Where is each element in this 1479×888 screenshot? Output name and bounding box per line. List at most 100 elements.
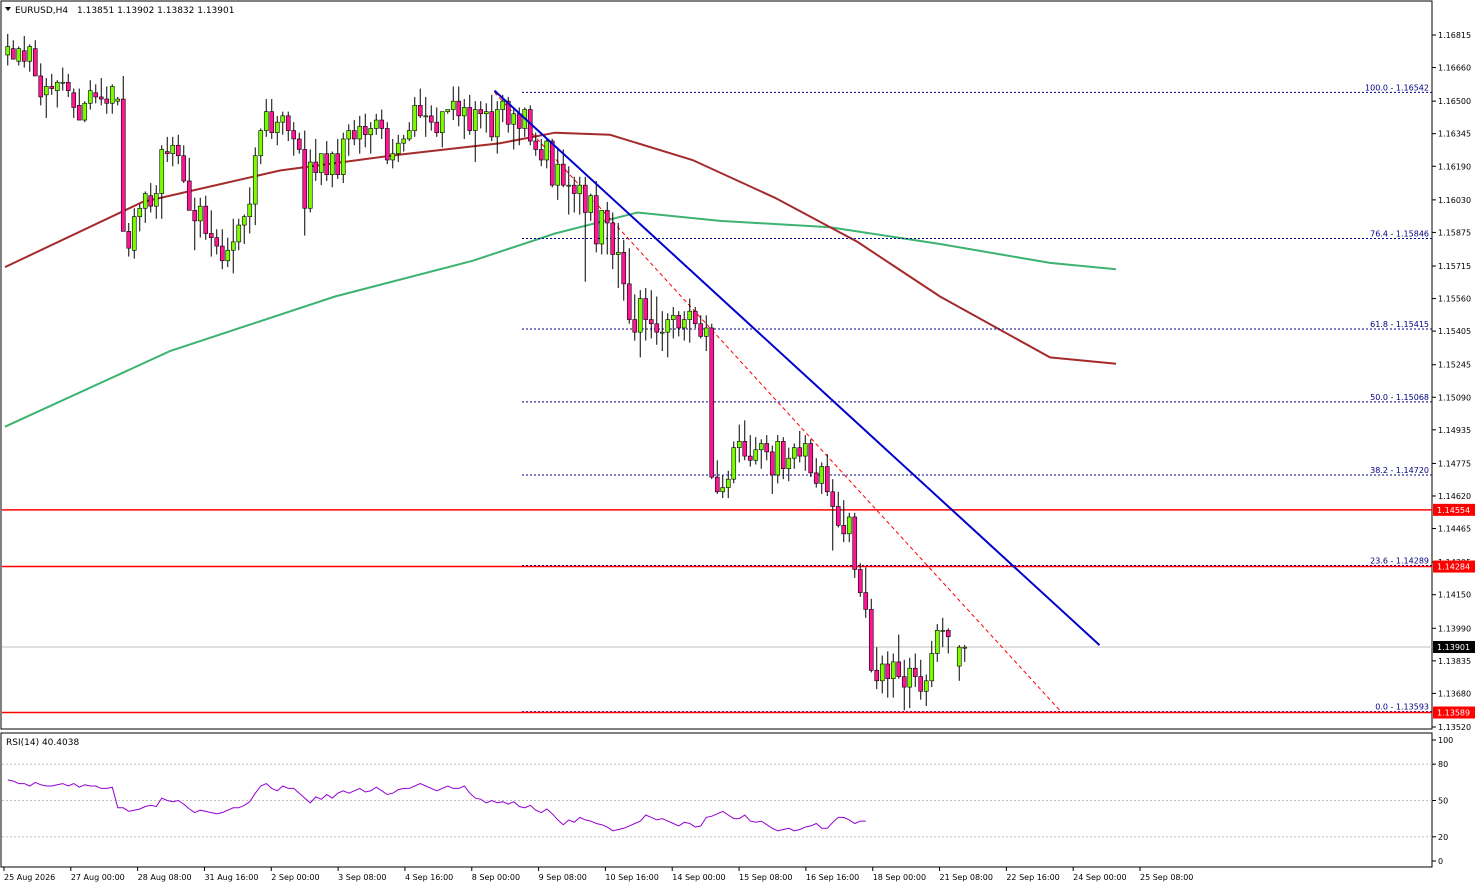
- candle-body[interactable]: [725, 478, 731, 488]
- candle-body[interactable]: [808, 443, 814, 474]
- candle-body[interactable]: [742, 441, 748, 457]
- candle-body[interactable]: [698, 323, 704, 337]
- candle-body[interactable]: [852, 516, 858, 570]
- candle-body[interactable]: [38, 75, 44, 98]
- candle-body[interactable]: [907, 667, 913, 688]
- candle-body[interactable]: [483, 111, 489, 115]
- candle-body[interactable]: [362, 126, 368, 136]
- candle-body[interactable]: [274, 121, 280, 133]
- candle-body[interactable]: [60, 81, 66, 84]
- candle-body[interactable]: [241, 216, 247, 226]
- candle-body[interactable]: [868, 609, 874, 671]
- candle-body[interactable]: [115, 98, 121, 102]
- candle-body[interactable]: [621, 252, 627, 285]
- candle-body[interactable]: [247, 203, 253, 217]
- candle-body[interactable]: [670, 315, 676, 320]
- candle-body[interactable]: [505, 100, 511, 125]
- candle-body[interactable]: [753, 449, 759, 461]
- candle-body[interactable]: [890, 661, 896, 679]
- candle-body[interactable]: [720, 487, 726, 493]
- candle-body[interactable]: [258, 130, 264, 157]
- current-price-tag[interactable]: [1433, 640, 1475, 653]
- candle-body[interactable]: [709, 327, 715, 478]
- candle-body[interactable]: [434, 121, 440, 133]
- candle-body[interactable]: [472, 109, 478, 131]
- support-price-tag[interactable]: [1433, 503, 1475, 516]
- candle-body[interactable]: [879, 663, 885, 682]
- candle-body[interactable]: [208, 233, 214, 238]
- candle-body[interactable]: [478, 109, 484, 115]
- candle-body[interactable]: [170, 144, 176, 154]
- candle-body[interactable]: [302, 149, 308, 209]
- time-axis[interactable]: 25 Aug 2026 27 Aug 00:00 28 Aug 08:00 31 Au…: [3, 867, 1193, 882]
- candle-body[interactable]: [214, 237, 220, 247]
- price-axis[interactable]: 1.16815 1.16660 1.16500 1.16345 1.16190 1.160…: [1432, 31, 1475, 732]
- candle-body[interactable]: [681, 319, 687, 329]
- candle-body[interactable]: [467, 107, 473, 131]
- candle-body[interactable]: [104, 98, 110, 104]
- candle-body[interactable]: [307, 161, 313, 209]
- candle-body[interactable]: [599, 210, 605, 245]
- candle-body[interactable]: [71, 92, 77, 108]
- candle-body[interactable]: [582, 184, 588, 213]
- candle-body[interactable]: [54, 81, 60, 91]
- candle-body[interactable]: [654, 323, 660, 333]
- candle-body[interactable]: [445, 109, 451, 112]
- candle-body[interactable]: [665, 319, 671, 333]
- candle-body[interactable]: [357, 126, 363, 140]
- candle-body[interactable]: [632, 319, 638, 333]
- candle-body[interactable]: [648, 319, 654, 325]
- candle-body[interactable]: [819, 466, 825, 484]
- candle-body[interactable]: [137, 207, 143, 217]
- candle-body[interactable]: [379, 119, 385, 129]
- candle-body[interactable]: [687, 310, 693, 320]
- candle-body[interactable]: [555, 163, 561, 186]
- candle-body[interactable]: [731, 447, 737, 480]
- candle-body[interactable]: [252, 155, 258, 205]
- candle-body[interactable]: [901, 676, 907, 688]
- candle-body[interactable]: [962, 646, 968, 649]
- candle-body[interactable]: [461, 107, 467, 117]
- candle-body[interactable]: [940, 630, 946, 632]
- candle-body[interactable]: [340, 138, 346, 175]
- candle-body[interactable]: [27, 46, 33, 62]
- candle-body[interactable]: [934, 630, 940, 654]
- candle-body[interactable]: [797, 447, 803, 457]
- support-price-tag[interactable]: [1433, 560, 1475, 573]
- candle-body[interactable]: [21, 50, 27, 62]
- candle-body[interactable]: [225, 249, 231, 262]
- candle-body[interactable]: [830, 491, 836, 507]
- candle-body[interactable]: [780, 441, 786, 469]
- candle-body[interactable]: [203, 205, 209, 234]
- candle-body[interactable]: [874, 669, 880, 682]
- candle-body[interactable]: [775, 441, 781, 476]
- candle-body[interactable]: [802, 443, 808, 457]
- candle-body[interactable]: [533, 140, 539, 150]
- candle-body[interactable]: [841, 525, 847, 535]
- candle-body[interactable]: [577, 184, 583, 194]
- candle-body[interactable]: [835, 506, 841, 526]
- candle-body[interactable]: [863, 592, 869, 610]
- candle-body[interactable]: [10, 48, 16, 60]
- candle-body[interactable]: [219, 245, 225, 262]
- candle-body[interactable]: [538, 149, 544, 161]
- candle-body[interactable]: [16, 48, 22, 62]
- candle-body[interactable]: [76, 105, 82, 121]
- candle-body[interactable]: [280, 115, 286, 123]
- candle-body[interactable]: [49, 86, 55, 89]
- candle-body[interactable]: [98, 96, 104, 100]
- candle-body[interactable]: [511, 113, 517, 125]
- candle-body[interactable]: [5, 46, 11, 56]
- candle-body[interactable]: [126, 231, 132, 249]
- candle-body[interactable]: [489, 111, 495, 138]
- candle-body[interactable]: [192, 210, 198, 222]
- trendline[interactable]: [493, 89, 1101, 646]
- candle-body[interactable]: [164, 151, 170, 154]
- candle-body[interactable]: [912, 667, 918, 677]
- candle-body[interactable]: [929, 653, 935, 682]
- candle-body[interactable]: [786, 457, 792, 469]
- candle-body[interactable]: [824, 466, 830, 493]
- candle-body[interactable]: [736, 441, 742, 448]
- candle-body[interactable]: [417, 105, 423, 117]
